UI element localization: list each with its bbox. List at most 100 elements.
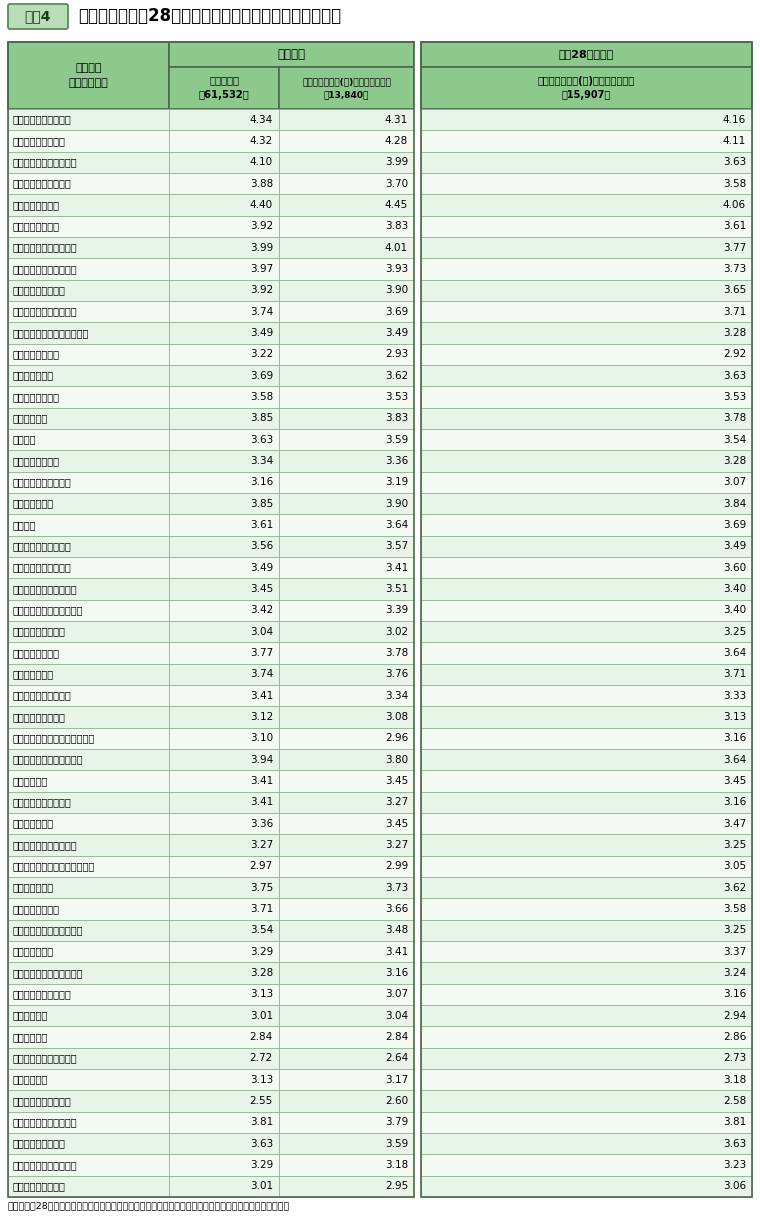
Bar: [8, 984, 169, 1004]
Bar: [279, 600, 414, 621]
Bar: [421, 728, 752, 748]
Bar: [421, 707, 752, 728]
Bar: [421, 834, 752, 856]
Bar: [8, 236, 169, 258]
Bar: [169, 664, 279, 685]
Text: 2.92: 2.92: [723, 349, 746, 359]
Text: 2.60: 2.60: [385, 1096, 408, 1106]
Bar: [279, 685, 414, 707]
Text: 3.84: 3.84: [723, 499, 746, 508]
Text: 3.63: 3.63: [723, 371, 746, 381]
Bar: [414, 408, 421, 429]
Text: 不祥事の再発防止の取組: 不祥事の再発防止の取組: [13, 157, 78, 168]
Bar: [414, 984, 421, 1004]
Text: 3.77: 3.77: [723, 243, 746, 252]
Text: 3.48: 3.48: [385, 925, 408, 936]
Text: 3.76: 3.76: [385, 669, 408, 680]
Bar: [169, 514, 279, 535]
Text: 3.33: 3.33: [723, 691, 746, 701]
Bar: [279, 834, 414, 856]
Bar: [279, 109, 414, 130]
Text: 職場での相互啓発: 職場での相互啓発: [13, 456, 60, 466]
Bar: [414, 1111, 421, 1133]
Bar: [8, 42, 414, 1197]
Text: 3.99: 3.99: [385, 157, 408, 168]
Text: 3.75: 3.75: [250, 883, 273, 893]
Bar: [169, 557, 279, 578]
Bar: [279, 216, 414, 236]
Text: 3.62: 3.62: [385, 371, 408, 381]
Text: 3.85: 3.85: [250, 413, 273, 424]
Bar: [414, 514, 421, 535]
Text: 3.73: 3.73: [723, 265, 746, 274]
Bar: [169, 173, 279, 195]
Bar: [279, 963, 414, 984]
Bar: [421, 813, 752, 834]
Bar: [414, 1133, 421, 1154]
Text: 3.63: 3.63: [723, 1139, 746, 1149]
Text: 3.65: 3.65: [723, 285, 746, 295]
Bar: [279, 642, 414, 664]
Text: 職場での技術・知識の共有: 職場での技術・知識の共有: [13, 968, 84, 978]
Text: 3.16: 3.16: [385, 968, 408, 978]
Text: 業務の効率化: 業務の効率化: [13, 1011, 48, 1020]
Bar: [169, 236, 279, 258]
Bar: [279, 344, 414, 365]
Text: 3.62: 3.62: [723, 883, 746, 893]
Bar: [421, 771, 752, 791]
Bar: [414, 1176, 421, 1197]
Text: 3.41: 3.41: [250, 691, 273, 701]
Text: 3.74: 3.74: [250, 669, 273, 680]
Bar: [8, 109, 169, 130]
Text: 4.32: 4.32: [250, 136, 273, 146]
Text: 3.49: 3.49: [723, 541, 746, 551]
Bar: [8, 1047, 169, 1069]
Bar: [169, 963, 279, 984]
Bar: [169, 685, 279, 707]
Text: 3.28: 3.28: [723, 328, 746, 338]
Text: （注）平成28年度調査の対象は、行政職俸給表（一）が適用される職員のうち、本府省庁に勤務する職員。: （注）平成28年度調査の対象は、行政職俸給表（一）が適用される職員のうち、本府省…: [8, 1200, 290, 1210]
Bar: [8, 365, 169, 386]
Bar: [169, 67, 279, 109]
Bar: [169, 451, 279, 472]
Bar: [8, 429, 169, 451]
Bar: [169, 109, 279, 130]
Text: ワーク・ライフ・バランス: ワーク・ライフ・バランス: [13, 755, 84, 764]
Bar: [169, 941, 279, 963]
Text: 権限委譲: 権限委譲: [13, 519, 36, 530]
Text: 3.37: 3.37: [723, 947, 746, 957]
Text: 2.93: 2.93: [385, 349, 408, 359]
Text: 組織方針の実践: 組織方針の実践: [13, 883, 54, 893]
Bar: [421, 365, 752, 386]
Text: 3.18: 3.18: [385, 1160, 408, 1170]
Bar: [169, 707, 279, 728]
Text: 職場のチャレンジ志向: 職場のチャレンジ志向: [13, 478, 71, 488]
Text: 2.84: 2.84: [385, 1031, 408, 1042]
Text: 3.77: 3.77: [250, 648, 273, 658]
Bar: [421, 600, 752, 621]
Bar: [279, 365, 414, 386]
Bar: [421, 429, 752, 451]
Bar: [414, 451, 421, 472]
Text: 2.99: 2.99: [385, 861, 408, 871]
Bar: [8, 216, 169, 236]
Text: 府省庁の職場満足度: 府省庁の職場満足度: [13, 1139, 66, 1149]
Text: 業務量の許容度: 業務量の許容度: [13, 371, 54, 381]
Bar: [421, 791, 752, 813]
Bar: [8, 621, 169, 642]
Text: 3.01: 3.01: [250, 1011, 273, 1020]
Text: 奉仕の実感の機会: 奉仕の実感の機会: [13, 349, 60, 359]
Text: 3.49: 3.49: [385, 328, 408, 338]
Bar: [8, 728, 169, 748]
Text: 3.71: 3.71: [250, 904, 273, 914]
Bar: [279, 408, 414, 429]
Bar: [169, 322, 279, 344]
Bar: [8, 920, 169, 941]
Text: 3.94: 3.94: [250, 755, 273, 764]
Text: 3.74: 3.74: [250, 306, 273, 317]
Bar: [421, 130, 752, 152]
Text: 3.27: 3.27: [250, 840, 273, 850]
Bar: [414, 472, 421, 492]
Text: 3.45: 3.45: [385, 818, 408, 828]
Bar: [421, 472, 752, 492]
